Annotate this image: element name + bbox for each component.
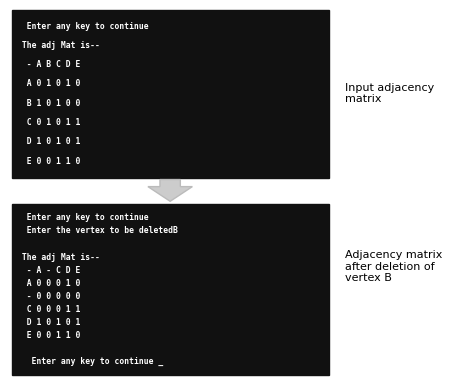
Text: Enter the vertex to be deletedB: Enter the vertex to be deletedB <box>17 227 178 235</box>
Text: D 1 0 1 0 1: D 1 0 1 0 1 <box>17 137 81 146</box>
Text: - 0 0 0 0 0: - 0 0 0 0 0 <box>17 292 81 301</box>
Text: Enter any key to continue: Enter any key to continue <box>17 21 149 31</box>
Text: - A B C D E: - A B C D E <box>17 60 81 69</box>
Text: C 0 0 0 1 1: C 0 0 0 1 1 <box>17 305 81 314</box>
Bar <box>12 10 329 178</box>
Text: C 0 1 0 1 1: C 0 1 0 1 1 <box>17 118 81 127</box>
Text: The adj Mat is--: The adj Mat is-- <box>17 253 100 262</box>
Text: D 1 0 1 0 1: D 1 0 1 0 1 <box>17 318 81 327</box>
Text: Enter any key to continue: Enter any key to continue <box>17 213 149 222</box>
Polygon shape <box>148 180 193 201</box>
Text: E 0 0 1 1 0: E 0 0 1 1 0 <box>17 331 81 340</box>
Text: Adjacency matrix
after deletion of
vertex B: Adjacency matrix after deletion of verte… <box>345 250 442 283</box>
Text: A 0 0 0 1 0: A 0 0 0 1 0 <box>17 279 81 288</box>
Bar <box>12 204 329 375</box>
Text: Enter any key to continue _: Enter any key to continue _ <box>17 357 163 366</box>
Text: - A - C D E: - A - C D E <box>17 265 81 275</box>
Text: E 0 0 1 1 0: E 0 0 1 1 0 <box>17 157 81 166</box>
Text: B 1 0 1 0 0: B 1 0 1 0 0 <box>17 99 81 108</box>
Text: A 0 1 0 1 0: A 0 1 0 1 0 <box>17 79 81 89</box>
Text: The adj Mat is--: The adj Mat is-- <box>17 41 100 50</box>
Text: Input adjacency
matrix: Input adjacency matrix <box>345 83 434 104</box>
